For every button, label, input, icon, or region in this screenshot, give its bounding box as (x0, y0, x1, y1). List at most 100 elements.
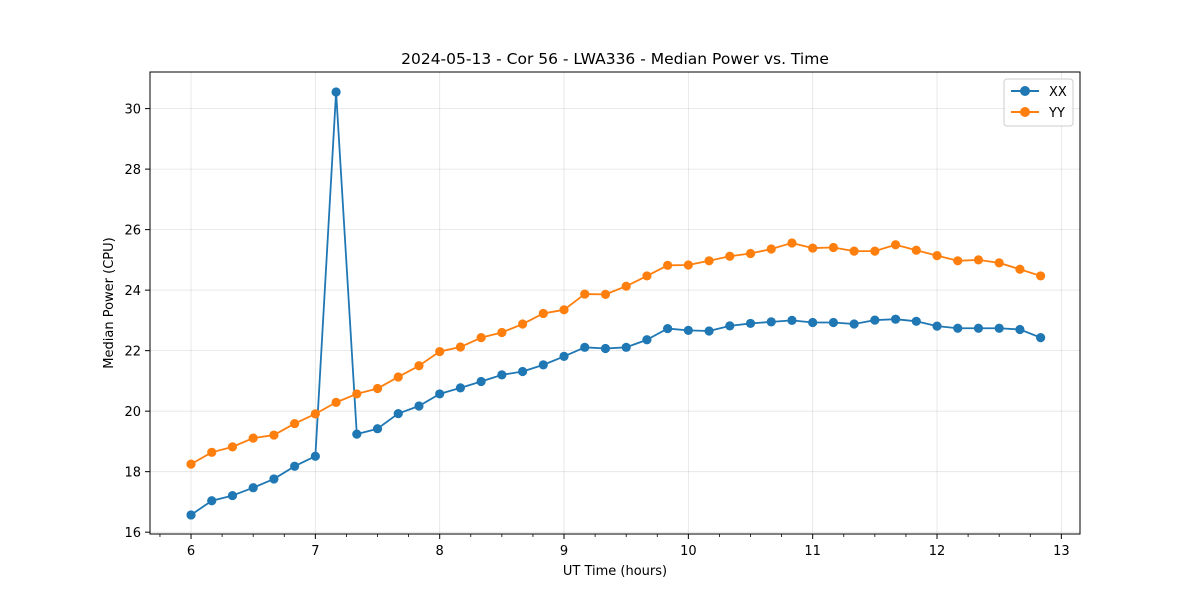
x-axis-label: UT Time (hours) (563, 564, 667, 579)
data-point-yy (559, 305, 569, 315)
data-point-yy (642, 271, 652, 281)
data-point-xx (642, 335, 652, 345)
data-point-xx (476, 376, 486, 387)
data-point-yy (745, 248, 756, 259)
data-point-yy (497, 327, 507, 338)
data-point-yy (290, 418, 300, 429)
x-tick-label: 8 (436, 544, 444, 559)
data-point-xx (207, 496, 217, 506)
data-point-yy (372, 383, 383, 394)
data-point-yy (455, 342, 466, 352)
data-point-xx (269, 474, 279, 484)
data-point-yy (435, 346, 445, 357)
data-point-xx (621, 342, 631, 352)
data-point-xx (227, 490, 238, 501)
data-point-yy (476, 333, 486, 343)
data-point-xx (973, 323, 984, 333)
data-point-xx (517, 366, 528, 377)
data-point-xx (828, 317, 839, 328)
data-point-xx (538, 360, 548, 370)
data-point-yy (517, 319, 528, 329)
data-point-xx (890, 314, 901, 324)
x-tick-label: 9 (560, 544, 568, 559)
x-axis: 6 7 8 9 10 11 12 13 (159, 534, 1070, 559)
data-point-yy (725, 251, 735, 261)
data-point-yy (331, 397, 341, 407)
x-tick-label: 12 (929, 544, 946, 559)
legend-marker-xx (1020, 86, 1030, 96)
data-point-xx (663, 323, 673, 334)
data-point-xx (787, 315, 797, 325)
data-point-xx (331, 87, 341, 97)
y-tick-label: 26 (124, 224, 141, 239)
data-point-yy (766, 244, 776, 254)
data-point-yy (787, 238, 797, 248)
data-point-yy (186, 459, 196, 469)
y-tick-label: 18 (124, 466, 141, 481)
y-tick-label: 28 (124, 163, 141, 178)
x-tick-label: 10 (680, 544, 697, 559)
data-point-yy (994, 258, 1004, 268)
y-tick-label: 20 (124, 405, 141, 420)
data-point-yy (580, 289, 590, 299)
data-point-xx (372, 424, 383, 434)
data-point-xx (414, 401, 424, 411)
data-point-xx (766, 317, 776, 327)
data-point-yy (849, 246, 859, 256)
legend-label-xx: XX (1049, 85, 1067, 100)
data-point-yy (600, 289, 611, 299)
series-xx (186, 87, 1046, 520)
data-point-yy (808, 243, 818, 253)
chart-title: 2024-05-13 - Cor 56 - LWA336 - Median Po… (401, 50, 829, 68)
data-point-yy (973, 255, 984, 265)
data-point-yy (310, 409, 320, 419)
data-point-xx (994, 323, 1004, 333)
data-point-xx (870, 315, 880, 325)
data-point-xx (559, 351, 569, 362)
data-point-xx (808, 317, 818, 328)
data-point-yy (269, 430, 279, 440)
data-point-xx (248, 483, 258, 493)
x-tick-label: 11 (804, 544, 821, 559)
data-point-xx (725, 321, 735, 331)
data-point-yy (683, 260, 693, 270)
data-point-xx (745, 318, 756, 329)
data-point-yy (890, 240, 901, 250)
data-point-xx (911, 316, 921, 326)
data-point-yy (621, 281, 631, 291)
plot-frame (149, 71, 1081, 535)
y-axis-label: Median Power (CPU) (102, 237, 117, 368)
data-point-xx (580, 342, 590, 352)
data-point-xx (953, 323, 963, 333)
data-point-xx (310, 451, 320, 461)
y-axis: 16 18 20 22 24 26 28 30 (124, 103, 150, 541)
data-point-xx (932, 321, 942, 331)
y-tick-label: 16 (124, 526, 141, 541)
data-point-yy (932, 251, 942, 261)
legend: XX YY (1003, 78, 1074, 127)
y-tick-label: 24 (124, 284, 141, 299)
data-point-xx (683, 325, 693, 335)
legend-marker-yy (1020, 107, 1030, 117)
data-point-yy (663, 260, 673, 270)
data-point-xx (290, 461, 300, 471)
grid-lines (150, 72, 1080, 534)
series-layer (186, 87, 1046, 520)
data-point-yy (538, 308, 548, 319)
data-point-xx (704, 326, 714, 336)
data-point-xx (600, 343, 611, 354)
data-point-yy (1015, 264, 1025, 274)
data-point-yy (227, 442, 238, 452)
data-point-yy (207, 447, 217, 457)
data-point-yy (352, 389, 362, 399)
data-point-yy (414, 361, 424, 371)
y-tick-label: 30 (124, 103, 141, 118)
x-tick-label: 7 (311, 544, 319, 559)
data-point-xx (497, 370, 507, 380)
data-point-xx (435, 389, 445, 399)
y-tick-label: 22 (124, 345, 141, 360)
data-point-xx (393, 408, 403, 419)
data-point-xx (455, 383, 466, 393)
